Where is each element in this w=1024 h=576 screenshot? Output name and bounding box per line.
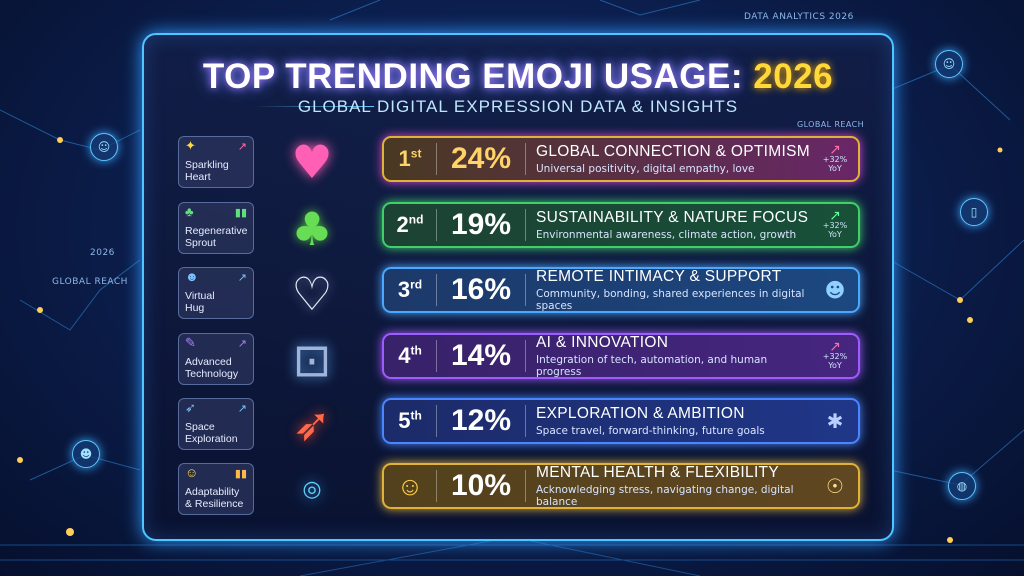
row-description: Environmental awareness, climate action,… bbox=[536, 229, 797, 241]
people-icon: ☻ bbox=[824, 278, 846, 302]
label-card-adaptability: ☺ ▮▮ Adaptability & Resilience bbox=[178, 463, 254, 515]
chart-icon: ↗ bbox=[237, 338, 247, 350]
hologram-pad-icon: ◎ bbox=[302, 476, 322, 502]
row-description: Space travel, forward-thinking, future g… bbox=[536, 425, 765, 437]
list-item: 2nd 19% SUSTAINABILITY & NATURE FOCUS En… bbox=[382, 202, 860, 248]
list-item: 5th 12% EXPLORATION & AMBITION Space tra… bbox=[382, 398, 860, 444]
trend-up-icon: ↗ bbox=[829, 207, 841, 224]
percent-value: 14% bbox=[450, 339, 512, 372]
trend-up-icon: ↗ bbox=[829, 338, 841, 355]
people-icon: ☻ bbox=[185, 269, 199, 284]
left-reach-label: GLOBAL REACH bbox=[52, 277, 128, 287]
satellite-icon: ✱ bbox=[826, 409, 844, 433]
corner-label-analytics: DATA ANALYTICS 2026 bbox=[744, 12, 854, 22]
percent-value: 24% bbox=[450, 142, 512, 175]
row-title: REMOTE INTIMACY & SUPPORT bbox=[536, 268, 782, 285]
chart-icon: ↗ bbox=[237, 403, 247, 415]
row-description: Integration of tech, automation, and hum… bbox=[536, 354, 768, 378]
page-subtitle: GLOBAL DIGITAL EXPRESSION DATA & INSIGHT… bbox=[297, 97, 739, 116]
page-title: TOP TRENDING EMOJI USAGE: 2026 bbox=[202, 57, 834, 96]
hug-heart-icon: ♡ bbox=[291, 267, 333, 321]
phone-node-icon: ▯ bbox=[960, 198, 988, 226]
subtitle-line-left bbox=[254, 106, 374, 107]
row-title: GLOBAL CONNECTION & OPTIMISM bbox=[536, 143, 810, 160]
pen-icon: ✎ bbox=[185, 335, 196, 350]
percent-value: 10% bbox=[450, 469, 512, 502]
row-description: Acknowledging stress, navigating change,… bbox=[536, 484, 794, 508]
row-title: AI & INNOVATION bbox=[536, 334, 669, 351]
bars-icon: ▮▮ bbox=[234, 207, 247, 219]
label-card-virtual-hug: ☻ ↗ Virtual Hug bbox=[178, 267, 254, 319]
label-card-advanced-technology: ✎ ↗ Advanced Technology bbox=[178, 333, 254, 385]
percent-value: 19% bbox=[450, 208, 512, 241]
label-card-space-exploration: ➶ ↗ Space Exploration bbox=[178, 398, 254, 450]
list-item: ☺ 10% MENTAL HEALTH & FLEXIBILITY Acknow… bbox=[382, 463, 860, 509]
trend-badge: ↗ +32% YoY bbox=[812, 338, 858, 370]
brain-icon: ☉ bbox=[826, 474, 844, 498]
rank-label: 5th bbox=[398, 408, 422, 433]
sprout-icon: ♣ bbox=[291, 202, 333, 256]
trend-badge: ↗ +32% YoY bbox=[812, 207, 858, 239]
percent-value: 16% bbox=[450, 273, 512, 306]
sparkle-icon: ✦ bbox=[185, 138, 196, 153]
sparkling-heart-icon: ♥ bbox=[291, 135, 333, 189]
chart-icon: ↗ bbox=[237, 272, 247, 284]
bars-icon: ▮▮ bbox=[234, 468, 247, 480]
globe-node-icon: ◍ bbox=[948, 472, 976, 500]
sprout-icon: ♣ bbox=[185, 204, 194, 219]
row-description: Universal positivity, digital empathy, l… bbox=[536, 163, 755, 175]
rank-label: 3rd bbox=[397, 277, 423, 302]
trend-badge: ↗ +32% YoY bbox=[812, 141, 858, 173]
rank-label: 4th bbox=[398, 343, 422, 368]
list-item: 1st 24% GLOBAL CONNECTION & OPTIMISM Uni… bbox=[382, 136, 860, 182]
row-title: SUSTAINABILITY & NATURE FOCUS bbox=[536, 209, 809, 226]
rocket-icon: ➶ bbox=[292, 397, 332, 451]
list-item: 3rd 16% REMOTE INTIMACY & SUPPORT Commun… bbox=[382, 267, 860, 313]
main-panel: TOP TRENDING EMOJI USAGE: 2026 GLOBAL DI… bbox=[142, 33, 894, 541]
people-node-icon: ☺ bbox=[935, 50, 963, 78]
robot-icon: ⊡ bbox=[292, 333, 332, 387]
global-reach-label: GLOBAL REACH bbox=[797, 120, 864, 129]
rank-label: 2nd bbox=[396, 212, 424, 237]
rocket-icon: ➶ bbox=[185, 400, 196, 415]
left-year-label: 2026 bbox=[90, 248, 115, 258]
row-title: EXPLORATION & AMBITION bbox=[536, 405, 745, 422]
percent-value: 12% bbox=[450, 404, 512, 437]
people-node-icon: ☻ bbox=[72, 440, 100, 468]
label-card-regenerative-sprout: ♣ ▮▮ Regenerative Sprout bbox=[178, 202, 254, 254]
rank-label: 1st bbox=[398, 146, 422, 171]
face-icon: ☺ bbox=[185, 465, 199, 480]
label-card-sparkling-heart: ✦ ↗ Sparkling Heart bbox=[178, 136, 254, 188]
row-title: MENTAL HEALTH & FLEXIBILITY bbox=[536, 464, 779, 481]
list-item: 4th 14% AI & INNOVATION Integration of t… bbox=[382, 333, 860, 379]
melting-face-icon: ☺ bbox=[396, 470, 424, 501]
chart-icon: ↗ bbox=[237, 141, 247, 153]
row-description: Community, bonding, shared experiences i… bbox=[536, 288, 805, 312]
people-node-icon: ☺ bbox=[90, 133, 118, 161]
trend-up-icon: ↗ bbox=[829, 141, 841, 158]
